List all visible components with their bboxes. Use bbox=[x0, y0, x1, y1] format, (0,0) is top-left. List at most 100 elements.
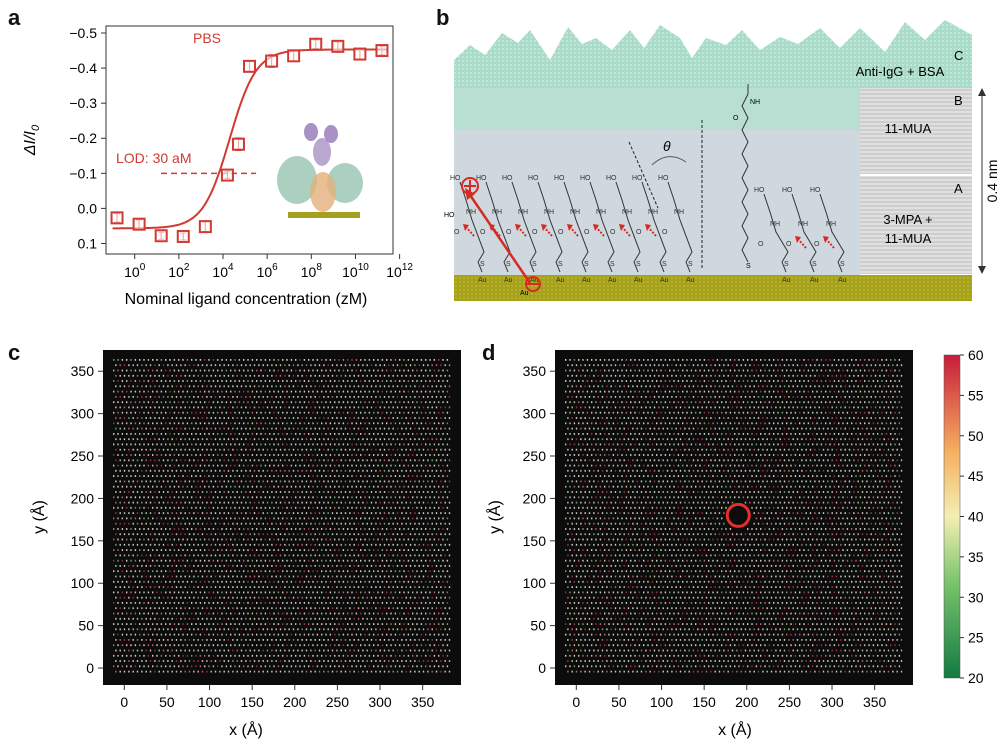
y-tick-label: −0.4 bbox=[69, 60, 97, 76]
oxygen-label: O bbox=[506, 229, 512, 236]
sulfur-label: S bbox=[688, 261, 693, 268]
gold-atom-label: Au bbox=[810, 277, 819, 284]
y-tick-label: 0.0 bbox=[78, 200, 98, 216]
y-tick-label: 100 bbox=[523, 575, 547, 591]
long-chain-s: S bbox=[746, 263, 751, 270]
colorbar-tick-label: 50 bbox=[968, 428, 984, 444]
oxygen-label: O bbox=[662, 229, 668, 236]
hydroxyl-label: HO bbox=[606, 175, 617, 182]
sulfur-label: S bbox=[812, 261, 817, 268]
x-tick-label: 150 bbox=[240, 694, 264, 710]
x-tick-label: 1012 bbox=[386, 262, 413, 280]
thiol-chain bbox=[459, 181, 485, 273]
x-tick-label: 250 bbox=[778, 694, 802, 710]
x-tick-label: 106 bbox=[257, 262, 279, 280]
layer-a-tag: A bbox=[954, 181, 963, 196]
x-tick-label: 100 bbox=[198, 694, 222, 710]
x-tick-label: 50 bbox=[611, 694, 627, 710]
y-axis-ticks: 0 50 100 150 200 250 300 350 bbox=[71, 363, 103, 676]
y-tick-label: 0 bbox=[86, 660, 94, 676]
layer-b-band bbox=[454, 88, 860, 130]
data-point bbox=[176, 229, 190, 243]
oxygen-label: O bbox=[584, 229, 590, 236]
colorbar-tick-label: 30 bbox=[968, 589, 984, 605]
x-axis-ticks: 100 102 104 106 108 1010 1012 bbox=[124, 254, 413, 280]
panel-c: c 0 50 100 150 200 250 300 350 0 50 100 150 200 250 3… bbox=[8, 340, 461, 739]
gold-atom-label: Au bbox=[530, 277, 539, 284]
oxygen-label: O bbox=[636, 229, 642, 236]
y-tick-label: 300 bbox=[523, 406, 547, 422]
panel-b: b Anti-IgG + BSA C 11-MUA B 3-MPA + 11-M… bbox=[436, 5, 1000, 301]
amide-label: NH bbox=[570, 209, 580, 216]
gold-atom-label: Au bbox=[686, 277, 695, 284]
sulfur-label: S bbox=[480, 261, 485, 268]
oxygen-label: O bbox=[480, 229, 486, 236]
solution-region bbox=[454, 130, 860, 275]
layer-a-label-2: 11-MUA bbox=[885, 231, 932, 246]
gold-atom-label: Au bbox=[556, 277, 565, 284]
layer-a-label: 3-MPA + bbox=[883, 212, 932, 227]
sulfur-label: S bbox=[506, 261, 511, 268]
x-tick-label: 104 bbox=[212, 262, 234, 280]
colorbar-tick-label: 25 bbox=[968, 630, 984, 646]
y-axis-label: ΔI/I0 bbox=[22, 124, 42, 156]
dipole-arrow-small bbox=[823, 236, 835, 249]
defect-marker-circle bbox=[725, 502, 751, 528]
y-tick-label: −0.5 bbox=[69, 25, 97, 41]
thiol-chains: S Au HO NH O S Au HO NH O S Au HO NH O S Au HO NH O S Au HO NH O… bbox=[450, 175, 847, 284]
data-point bbox=[309, 37, 323, 51]
hydroxyl-label: HO bbox=[528, 175, 539, 182]
amide-label: NH bbox=[798, 221, 808, 228]
data-point bbox=[220, 168, 234, 182]
data-point bbox=[198, 220, 212, 234]
thiol-chain bbox=[563, 181, 589, 273]
dipole-arrow-small bbox=[593, 224, 605, 237]
x-tick-label: 0 bbox=[572, 694, 580, 710]
label-ho: HO bbox=[444, 212, 455, 219]
y-axis-ticks: 0 50 100 150 200 250 300 350 bbox=[523, 363, 555, 676]
negative-charge-icon bbox=[525, 276, 541, 292]
thiol-chain bbox=[537, 181, 563, 273]
amide-label: NH bbox=[596, 209, 606, 216]
gold-atom-label: Au bbox=[608, 277, 617, 284]
colorbar-tick-label: 55 bbox=[968, 387, 984, 403]
hydroxyl-label: HO bbox=[580, 175, 591, 182]
amide-label: NH bbox=[622, 209, 632, 216]
data-point bbox=[331, 39, 345, 53]
11-mua-long-chain bbox=[741, 84, 749, 263]
dipole-arrow-small bbox=[541, 224, 553, 237]
hydroxyl-label: HO bbox=[782, 187, 793, 194]
oxygen-label: O bbox=[786, 241, 792, 248]
dipole-arrow-small bbox=[645, 224, 657, 237]
y-tick-label: 50 bbox=[78, 618, 94, 634]
y-tick-label: 100 bbox=[71, 575, 95, 591]
layer-b-box bbox=[860, 88, 972, 174]
x-axis-label: x (Å) bbox=[718, 720, 752, 739]
x-tick-label: 350 bbox=[863, 694, 887, 710]
dipole-arrow-small bbox=[515, 224, 527, 237]
oxygen-label: O bbox=[758, 241, 764, 248]
x-tick-label: 108 bbox=[301, 262, 323, 280]
data-points bbox=[110, 37, 389, 243]
gold-atom-label: Au bbox=[582, 277, 591, 284]
hydroxyl-label: HO bbox=[554, 175, 565, 182]
sulfur-label: S bbox=[662, 261, 667, 268]
dipole-arrow bbox=[468, 194, 532, 284]
amide-label: NH bbox=[648, 209, 658, 216]
long-chain-o: O bbox=[733, 115, 739, 122]
y-tick-label: 250 bbox=[523, 448, 547, 464]
dipole-arrow-small bbox=[567, 224, 579, 237]
thiol-chain bbox=[511, 181, 537, 273]
sulfur-label: S bbox=[610, 261, 615, 268]
y-tick-label: 0 bbox=[538, 660, 546, 676]
antibody-illustration bbox=[277, 123, 363, 218]
sulfur-label: S bbox=[558, 261, 563, 268]
layer-a-box bbox=[860, 176, 972, 274]
thickness-label: 0.4 nm bbox=[984, 160, 1000, 203]
gold-atom-label: Au bbox=[478, 277, 487, 284]
amide-label: NH bbox=[826, 221, 836, 228]
amide-label: NH bbox=[544, 209, 554, 216]
amide-label: NH bbox=[492, 209, 502, 216]
x-tick-label: 100 bbox=[650, 694, 674, 710]
panel-c-letter: c bbox=[8, 340, 20, 365]
